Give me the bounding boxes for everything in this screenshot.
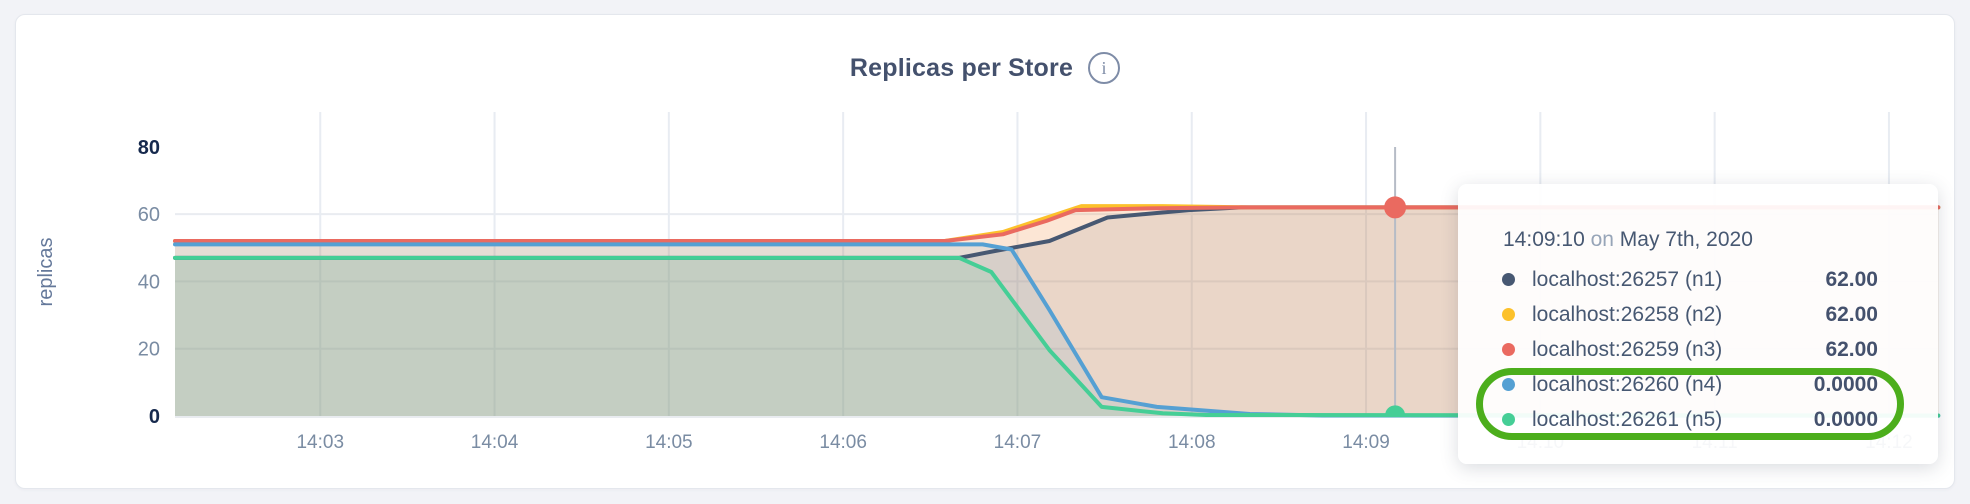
y-tick-label: 80 bbox=[138, 137, 160, 159]
tooltip-row: localhost:26261 (n5) 0.0000 bbox=[1502, 402, 1938, 437]
x-tick-label: 14:09 bbox=[1342, 432, 1390, 453]
series-color-dot bbox=[1502, 273, 1515, 286]
y-tick-label: 0 bbox=[149, 406, 160, 428]
series-line bbox=[173, 205, 1941, 243]
x-tick-label: 14:05 bbox=[645, 432, 693, 453]
series-label: localhost:26257 (n1) bbox=[1532, 267, 1723, 291]
x-tick-label: 14:06 bbox=[819, 432, 867, 453]
series-label: localhost:26260 (n4) bbox=[1532, 372, 1723, 396]
hover-marker-dot bbox=[1385, 405, 1406, 417]
chart-header: Replicas per Store i bbox=[15, 50, 1955, 86]
x-tick-label: 14:04 bbox=[471, 432, 519, 453]
y-axis-title: replicas bbox=[35, 238, 57, 307]
tooltip-time: 14:09:10 bbox=[1503, 228, 1585, 251]
tooltip-row: localhost:26257 (n1) 62.00 bbox=[1502, 262, 1938, 297]
series-value: 62.00 bbox=[1825, 267, 1878, 291]
series-area-fill bbox=[175, 244, 1939, 416]
y-tick-label: 40 bbox=[138, 271, 160, 293]
series-value: 0.0000 bbox=[1813, 407, 1878, 431]
chart-title: Replicas per Store bbox=[849, 53, 1074, 82]
y-tick-label: 60 bbox=[138, 204, 160, 226]
tooltip-row: localhost:26258 (n2) 62.00 bbox=[1502, 297, 1938, 332]
series-value: 62.00 bbox=[1825, 302, 1878, 326]
x-tick-label: 14:08 bbox=[1168, 432, 1216, 453]
highlight-annotation-ring bbox=[1476, 368, 1904, 440]
x-tick-label: 14:07 bbox=[994, 432, 1042, 453]
info-icon[interactable]: i bbox=[1088, 52, 1121, 84]
series-value: 62.00 bbox=[1825, 337, 1878, 361]
series-area-fill bbox=[175, 257, 1939, 416]
series-color-dot bbox=[1502, 308, 1515, 321]
series-label: localhost:26259 (n3) bbox=[1532, 337, 1723, 361]
series-label: localhost:26258 (n2) bbox=[1532, 302, 1723, 326]
chart-tooltip: 14:09:10 on May 7th, 2020 localhost:2625… bbox=[1458, 184, 1938, 464]
tooltip-date: May 7th, 2020 bbox=[1619, 228, 1753, 251]
series-value: 0.0000 bbox=[1813, 372, 1878, 396]
tooltip-row: localhost:26259 (n3) 62.00 bbox=[1502, 332, 1938, 367]
x-tick-label: 14:03 bbox=[296, 432, 344, 453]
series-color-dot bbox=[1502, 343, 1515, 356]
tooltip-conjunction: on bbox=[1590, 228, 1614, 251]
series-label: localhost:26261 (n5) bbox=[1532, 407, 1723, 431]
hover-marker-dot bbox=[1384, 196, 1407, 219]
series-line bbox=[173, 255, 1941, 418]
tooltip-timestamp: 14:09:10 on May 7th, 2020 bbox=[1503, 226, 1938, 254]
tooltip-series-list: localhost:26257 (n1) 62.00 localhost:26258… bbox=[1502, 262, 1938, 437]
y-tick-label: 20 bbox=[138, 339, 160, 361]
